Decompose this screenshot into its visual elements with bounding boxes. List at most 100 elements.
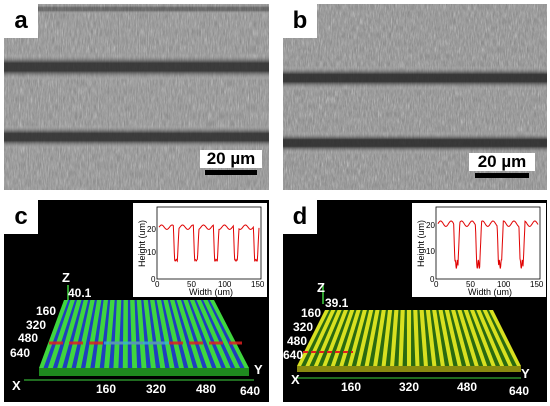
width-tick: 160 [341,380,362,394]
groove-stripe [62,300,84,368]
inset-xtick: 150 [251,280,265,289]
scale-bar-a: 20 µm [200,150,262,175]
x-axis-label: X [12,378,21,393]
panel-label-a: a [4,4,38,38]
groove-stripe [118,300,124,368]
groove-stripe [161,300,179,368]
groove-stripe [411,310,416,366]
groove-stripe [80,300,97,368]
groove-stripe [174,300,198,368]
inset-ytick: 20 [147,225,156,234]
profile-plot-c [156,206,262,280]
groove-stripe [402,310,407,366]
inset-ytick: 10 [426,247,435,256]
inset-xtick: 100 [497,280,511,289]
groove-stripe [394,310,401,366]
inset-ylabel: Height (um) [416,219,426,267]
groove-stripe [127,300,133,368]
groove-stripe [141,300,151,368]
groove-stripe [442,310,458,366]
scale-bar-line [205,170,257,175]
groove-stripe [181,300,208,368]
x-axis-label: X [291,372,300,387]
groove-stripe [480,310,509,366]
groove-stripe [200,300,236,368]
y-axis-label: Y [254,362,263,377]
panel-label-d: d [283,200,317,234]
sem-texture-a [4,4,269,190]
groove-stripe [467,310,492,366]
inset-ytick: 0 [430,275,435,284]
inset-ytick: 20 [426,221,435,230]
groove-stripe [429,310,441,366]
groove-stripe [90,300,104,368]
groove-stripe [385,310,395,366]
groove-stripe [486,310,517,366]
z-max-value: 39.1 [325,296,349,310]
groove-stripe [309,310,338,366]
depth-tick: 480 [18,331,39,345]
inset-xlabel: Width (um) [468,287,513,297]
inset-xlabel: Width (um) [189,287,234,297]
depth-tick: 640 [283,348,304,362]
groove-stripe [52,300,78,368]
groove-stripe [326,310,351,366]
sem-image-b: b 20 µm [283,4,547,190]
z-axis-label: Z [62,270,70,285]
inset-ylabel: Height (um) [137,219,147,267]
profile-inset-d: Height (um) 20 10 0 0 50 100 150 Width (… [411,202,547,298]
groove-stripe [360,310,376,366]
width-tick: 480 [196,382,217,396]
inset-xtick: 50 [466,280,475,289]
groove-stripe [436,310,450,366]
groove-stripe [147,300,161,368]
surface-3d-c [24,285,254,381]
groove-stripe [334,310,357,366]
scale-bar-line [475,173,529,178]
width-tick: 480 [457,380,478,394]
inset-xtick: 0 [155,280,160,289]
profile-plot-d [435,206,541,280]
groove-stripe [351,310,370,366]
depth-tick: 640 [10,346,31,360]
depth-tick: 320 [293,320,314,334]
groove-stripe [423,310,433,366]
groove-stripe [43,300,71,368]
groove-stripe [377,310,389,366]
groove-stripe [448,310,467,366]
panel-label-c: c [4,200,38,234]
groove-stripe [343,310,363,366]
width-tick: 640 [240,384,261,398]
depth-tick: 160 [36,304,57,318]
y-axis-label: Y [521,366,530,381]
width-tick: 320 [399,380,420,394]
profilometry-panel-c: Height (um) 20 10 0 0 50 100 150 Width (… [4,200,269,402]
groove-stripe [207,300,245,368]
inset-ytick: 10 [147,248,156,257]
z-max-value: 40.1 [68,286,92,300]
profilometry-panel-d: Height (um) 20 10 0 0 50 100 150 Width (… [283,200,547,402]
depth-tick: 160 [301,306,322,320]
panel-label-b: b [283,4,317,38]
depth-tick: 320 [26,318,47,332]
inset-xtick: 0 [434,280,439,289]
scale-bar-text: 20 µm [469,153,535,171]
inset-xtick: 100 [218,280,232,289]
groove-stripe [368,310,382,366]
width-tick: 640 [509,384,530,398]
z-axis-label: Z [317,280,325,295]
groove-stripe [194,300,226,368]
groove-stripe [461,310,484,366]
groove-stripe [109,300,117,368]
groove-stripe [317,310,344,366]
groove-stripe [154,300,170,368]
sem-image-a: a 20 µm [4,4,269,190]
scale-bar-text: 20 µm [200,150,262,168]
width-tick: 160 [96,382,117,396]
groove-stripe [167,300,189,368]
groove-stripe [474,310,501,366]
groove-stripe [301,310,332,366]
inset-xtick: 50 [187,280,196,289]
groove-stripe [99,300,111,368]
depth-tick: 480 [287,334,308,348]
